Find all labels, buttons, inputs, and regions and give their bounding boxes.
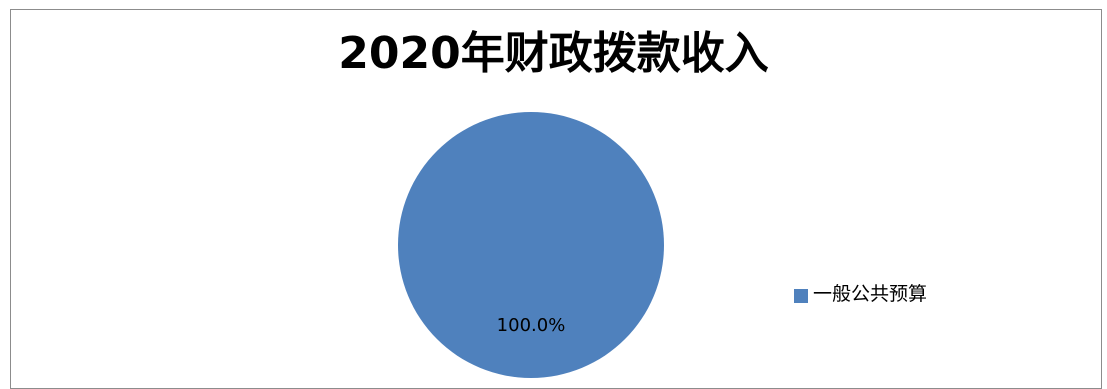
pie-slice	[398, 112, 664, 378]
pie-chart: 100.0%	[398, 112, 664, 378]
legend-label: 一般公共预算	[813, 283, 928, 305]
legend: 一般公共预算	[794, 279, 927, 306]
chart-title: 2020年财政拨款收入	[338, 28, 769, 79]
legend-swatch	[794, 288, 808, 303]
pie-data-label: 100.0%	[497, 315, 566, 336]
